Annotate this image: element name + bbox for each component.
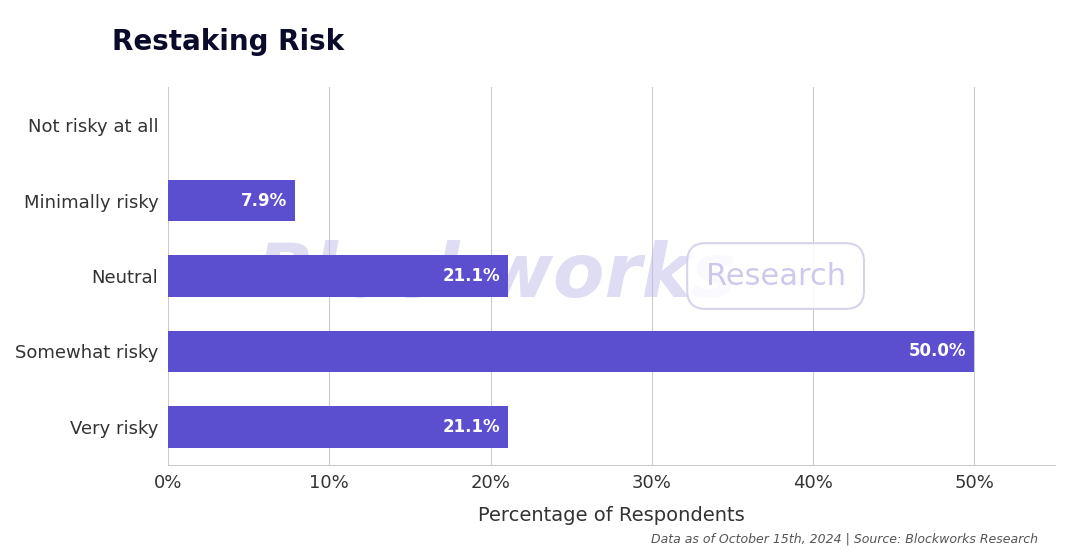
- Text: Restaking Risk: Restaking Risk: [112, 28, 345, 56]
- Bar: [168, 180, 295, 221]
- Text: Data as of October 15th, 2024 | Source: Blockworks Research: Data as of October 15th, 2024 | Source: …: [651, 533, 1038, 546]
- X-axis label: Percentage of Respondents: Percentage of Respondents: [478, 506, 745, 525]
- Bar: [168, 331, 975, 372]
- Text: 50.0%: 50.0%: [908, 343, 966, 360]
- Bar: [168, 255, 508, 297]
- Text: 21.1%: 21.1%: [443, 418, 501, 436]
- Text: 7.9%: 7.9%: [241, 192, 288, 209]
- Bar: [168, 406, 508, 447]
- Text: Research: Research: [705, 262, 845, 291]
- Text: 21.1%: 21.1%: [443, 267, 501, 285]
- Text: Blockworks: Blockworks: [256, 240, 737, 312]
